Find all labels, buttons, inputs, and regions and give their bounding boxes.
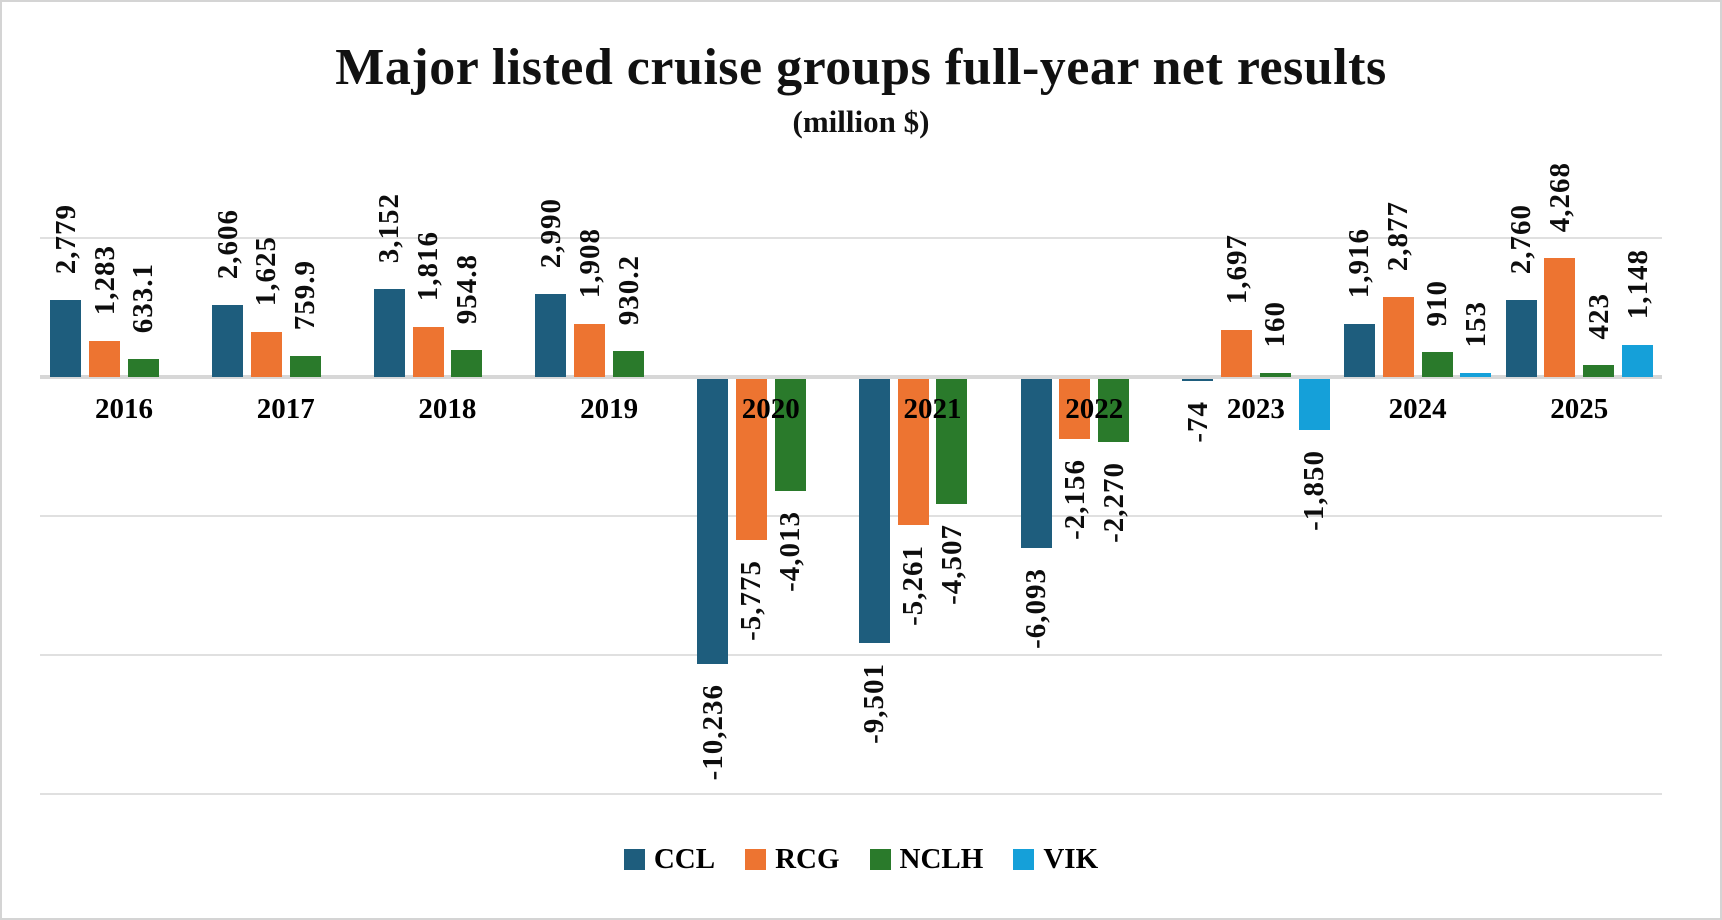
legend-item-NCLH: NCLH bbox=[869, 843, 984, 876]
bar-CCL-2019 bbox=[535, 294, 567, 377]
gridline--5000 bbox=[40, 515, 1662, 517]
bar-CCL-2023 bbox=[1182, 379, 1214, 381]
legend-swatch-VIK bbox=[1013, 849, 1035, 870]
x-axis-line bbox=[40, 375, 1662, 379]
bar-RCG-2016 bbox=[89, 341, 121, 377]
bar-RCG-2024 bbox=[1382, 297, 1414, 377]
legend-item-VIK: VIK bbox=[1013, 843, 1098, 876]
bar-CCL-2016 bbox=[50, 300, 82, 377]
bar-RCG-2025 bbox=[1544, 258, 1576, 377]
value-label-NCLH-2023: 160 bbox=[1259, 300, 1292, 348]
year-label-2022: 2022 bbox=[1065, 393, 1124, 425]
bar-NCLH-2024 bbox=[1421, 352, 1453, 377]
value-label-NCLH-2018: 954.8 bbox=[450, 253, 483, 324]
chart-subtitle: (million $) bbox=[792, 104, 930, 139]
value-label-RCG-2025: 4,268 bbox=[1543, 161, 1576, 232]
value-label-RCG-2022: -2,156 bbox=[1058, 459, 1091, 540]
value-label-RCG-2017: 1,625 bbox=[250, 235, 283, 306]
bar-CCL-2017 bbox=[212, 305, 243, 377]
bar-CCL-2024 bbox=[1343, 324, 1375, 377]
value-label-RCG-2020: -5,775 bbox=[735, 560, 768, 641]
bar-RCG-2021 bbox=[897, 379, 929, 525]
bar-VIK-2023 bbox=[1298, 379, 1330, 430]
value-label-RCG-2021: -5,261 bbox=[897, 545, 930, 626]
value-label-CCL-2021: -9,501 bbox=[858, 663, 891, 744]
bar-RCG-2017 bbox=[250, 332, 282, 377]
bar-RCG-2019 bbox=[574, 324, 606, 377]
year-label-2025: 2025 bbox=[1550, 393, 1609, 425]
bar-CCL-2021 bbox=[858, 379, 890, 643]
bar-CCL-2022 bbox=[1020, 379, 1052, 548]
value-label-NCLH-2016: 633.1 bbox=[127, 262, 160, 333]
bar-CCL-2025 bbox=[1505, 300, 1537, 377]
bar-RCG-2023 bbox=[1221, 330, 1252, 377]
value-label-CCL-2025: 2,760 bbox=[1505, 203, 1538, 274]
year-label-2024: 2024 bbox=[1388, 393, 1447, 425]
legend-label-CCL: CCL bbox=[653, 843, 716, 875]
value-label-NCLH-2025: 423 bbox=[1582, 292, 1615, 340]
value-label-VIK-2025: 1,148 bbox=[1621, 248, 1654, 319]
value-label-CCL-2020: -10,236 bbox=[696, 684, 729, 781]
value-label-CCL-2017: 2,606 bbox=[211, 208, 244, 279]
legend-label-NCLH: NCLH bbox=[899, 843, 984, 875]
bar-RCG-2020 bbox=[735, 379, 767, 540]
chart-title: Major listed cruise groups full-year net… bbox=[335, 39, 1387, 96]
value-label-NCLH-2017: 759.9 bbox=[289, 259, 322, 330]
bar-NCLH-2018 bbox=[451, 350, 483, 377]
bar-VIK-2024 bbox=[1460, 373, 1492, 377]
legend-label-VIK: VIK bbox=[1043, 843, 1099, 875]
legend-swatch-NCLH bbox=[869, 849, 891, 870]
bar-CCL-2018 bbox=[373, 289, 405, 377]
value-label-RCG-2016: 1,283 bbox=[88, 244, 121, 315]
legend-label-RCG: RCG bbox=[775, 843, 840, 875]
value-label-CCL-2024: 1,916 bbox=[1343, 227, 1376, 298]
bar-NCLH-2025 bbox=[1583, 365, 1615, 377]
bar-RCG-2022 bbox=[1059, 379, 1091, 439]
year-label-2020: 2020 bbox=[741, 393, 800, 425]
value-label-VIK-2023: -1,850 bbox=[1298, 450, 1331, 531]
value-label-RCG-2019: 1,908 bbox=[573, 227, 606, 298]
legend-item-RCG: RCG bbox=[745, 843, 840, 876]
value-label-CCL-2019: 2,990 bbox=[534, 197, 567, 268]
bar-CCL-2020 bbox=[697, 379, 729, 664]
bar-VIK-2025 bbox=[1622, 345, 1653, 377]
legend: CCL RCG NCLH VIK bbox=[2, 843, 1720, 876]
gridline-5000 bbox=[40, 237, 1662, 239]
value-label-NCLH-2019: 930.2 bbox=[612, 254, 645, 325]
value-label-NCLH-2024: 910 bbox=[1421, 279, 1453, 327]
legend-item-CCL: CCL bbox=[623, 843, 716, 876]
bar-NCLH-2020 bbox=[774, 379, 806, 491]
value-label-VIK-2024: 153 bbox=[1459, 300, 1492, 348]
value-label-RCG-2023: 1,697 bbox=[1220, 233, 1253, 304]
value-label-NCLH-2022: -2,270 bbox=[1097, 462, 1130, 543]
gridline--15000 bbox=[40, 793, 1662, 795]
year-label-2021: 2021 bbox=[903, 393, 962, 425]
year-label-2023: 2023 bbox=[1226, 393, 1285, 425]
value-label-RCG-2018: 1,816 bbox=[412, 230, 444, 301]
bar-RCG-2018 bbox=[412, 327, 444, 377]
bar-NCLH-2022 bbox=[1098, 379, 1130, 442]
bar-NCLH-2016 bbox=[127, 359, 159, 377]
bar-NCLH-2023 bbox=[1259, 373, 1291, 377]
year-label-2016: 2016 bbox=[95, 393, 153, 425]
value-label-RCG-2024: 2,877 bbox=[1382, 200, 1415, 271]
bar-NCLH-2021 bbox=[936, 379, 968, 504]
value-label-CCL-2016: 2,779 bbox=[49, 203, 82, 274]
bar-NCLH-2017 bbox=[289, 356, 321, 377]
gridline--10000 bbox=[40, 654, 1662, 656]
legend-swatch-CCL bbox=[623, 849, 645, 870]
bar-NCLH-2019 bbox=[613, 351, 644, 377]
year-label-2017: 2017 bbox=[256, 393, 315, 425]
value-label-CCL-2022: -6,093 bbox=[1020, 568, 1052, 649]
year-label-2018: 2018 bbox=[418, 393, 477, 425]
value-label-NCLH-2021: -4,507 bbox=[935, 524, 968, 605]
value-label-NCLH-2020: -4,013 bbox=[774, 511, 807, 592]
value-label-CCL-2018: 3,152 bbox=[373, 192, 406, 263]
legend-swatch-RCG bbox=[745, 849, 767, 870]
year-label-2019: 2019 bbox=[580, 393, 639, 425]
